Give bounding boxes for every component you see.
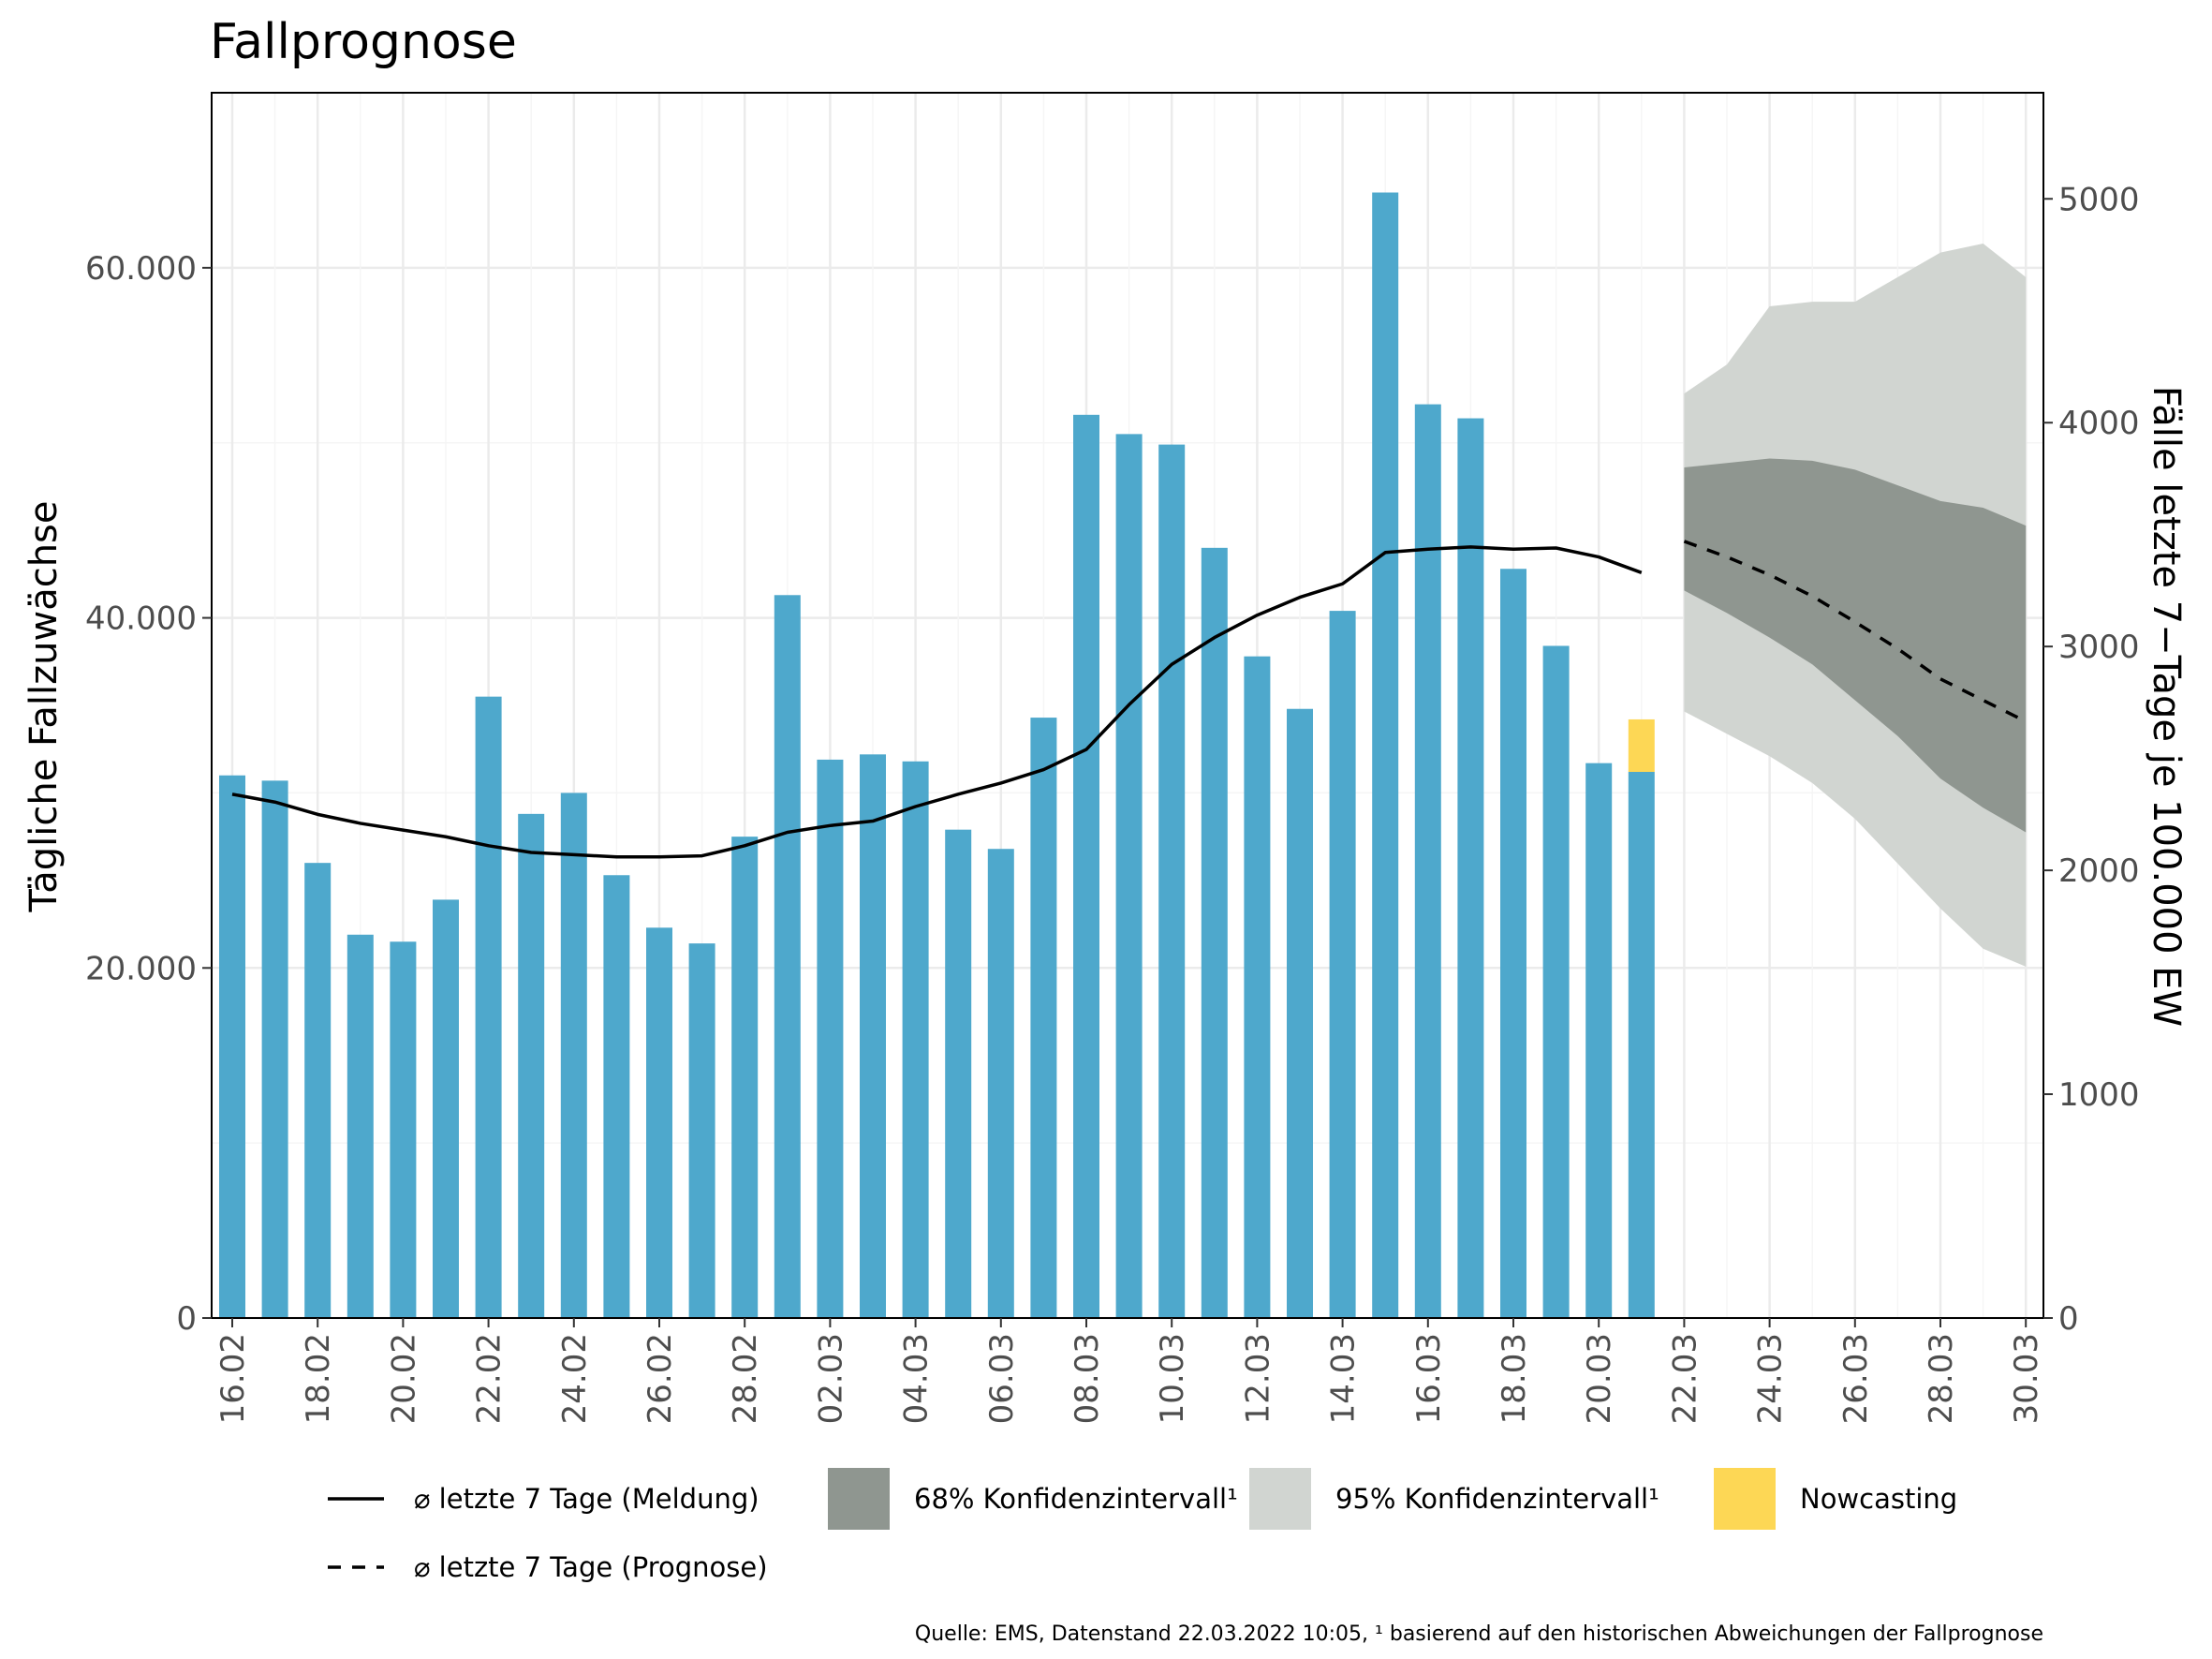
left-y-axis: 0 20.000 40.000 60.000 bbox=[85, 250, 212, 1338]
x-tick-label: 30.03 bbox=[2008, 1333, 2045, 1424]
left-tick-label: 0 bbox=[176, 1300, 197, 1338]
bar-18.02 bbox=[304, 863, 332, 1318]
legend-key-swatch bbox=[1714, 1468, 1776, 1530]
bar-13.03 bbox=[1287, 708, 1313, 1318]
x-tick-label: 18.02 bbox=[300, 1333, 337, 1424]
x-tick-label: 28.03 bbox=[1923, 1333, 1960, 1424]
legend-key-swatch bbox=[1249, 1468, 1311, 1530]
x-tick-label: 22.02 bbox=[471, 1333, 509, 1424]
bar-26.02 bbox=[646, 927, 672, 1318]
legend-label: Nowcasting bbox=[1800, 1483, 1957, 1515]
bar-08.03 bbox=[1073, 414, 1099, 1318]
legend-key-swatch bbox=[828, 1468, 890, 1530]
x-tick-label: 04.03 bbox=[898, 1333, 936, 1424]
x-tick-label: 28.02 bbox=[727, 1333, 764, 1424]
legend-item-2: 95% Konfidenzintervall¹ bbox=[1249, 1468, 1659, 1530]
x-tick-label: 20.03 bbox=[1581, 1333, 1618, 1424]
legend-label: ⌀ letzte 7 Tage (Prognose) bbox=[414, 1551, 768, 1583]
bar-16.02 bbox=[219, 775, 245, 1318]
bar-05.03 bbox=[945, 829, 972, 1318]
legend-item-4: ⌀ letzte 7 Tage (Prognose) bbox=[328, 1551, 768, 1583]
legend-label: ⌀ letzte 7 Tage (Meldung) bbox=[414, 1483, 759, 1515]
x-tick-label: 12.03 bbox=[1239, 1333, 1276, 1424]
bar-23.02 bbox=[518, 813, 545, 1318]
left-axis-title: Tägliche Fallzuwächse bbox=[22, 500, 66, 912]
legend-label: 68% Konfidenzintervall¹ bbox=[914, 1483, 1238, 1515]
x-tick-label: 26.03 bbox=[1837, 1333, 1875, 1424]
bar-15.03 bbox=[1372, 192, 1399, 1319]
bar-27.02 bbox=[688, 943, 715, 1318]
legend-item-3: Nowcasting bbox=[1714, 1468, 1957, 1530]
bar-01.03 bbox=[774, 595, 801, 1318]
bars-layer bbox=[219, 192, 1655, 1319]
lines-layer bbox=[231, 540, 2027, 859]
bar-21.03 bbox=[1628, 772, 1655, 1318]
bar-18.03 bbox=[1500, 569, 1526, 1318]
bar-09.03 bbox=[1115, 434, 1143, 1318]
right-tick-label: 3000 bbox=[2058, 629, 2140, 666]
x-tick-label: 10.03 bbox=[1154, 1333, 1191, 1424]
source-caption: Quelle: EMS, Datenstand 22.03.2022 10:05… bbox=[915, 1622, 2043, 1646]
x-tick-label: 08.03 bbox=[1069, 1333, 1106, 1424]
bar-14.03 bbox=[1329, 611, 1356, 1318]
bar-25.02 bbox=[603, 875, 630, 1318]
right-tick-label: 2000 bbox=[2058, 852, 2140, 890]
x-tick-label: 24.03 bbox=[1752, 1333, 1790, 1424]
bar-28.02 bbox=[731, 837, 759, 1318]
x-tick-label: 16.02 bbox=[214, 1333, 252, 1424]
right-tick-label: 0 bbox=[2058, 1300, 2079, 1338]
bar-10.03 bbox=[1158, 444, 1186, 1318]
x-tick-label: 24.02 bbox=[556, 1333, 594, 1424]
avg-line-reported bbox=[231, 545, 1643, 859]
right-tick-label: 4000 bbox=[2058, 405, 2140, 442]
legend: ⌀ letzte 7 Tage (Meldung) 68% Konfidenzin… bbox=[328, 1468, 1957, 1583]
right-tick-label: 5000 bbox=[2058, 181, 2140, 218]
x-tick-label: 20.02 bbox=[385, 1333, 422, 1424]
bar-20.02 bbox=[390, 941, 417, 1318]
bar-24.02 bbox=[560, 792, 587, 1318]
bar-04.03 bbox=[902, 761, 929, 1318]
right-y-axis: 0 1000 2000 3000 4000 5000 bbox=[2043, 181, 2140, 1338]
x-tick-label: 26.02 bbox=[641, 1333, 679, 1424]
left-tick-label: 60.000 bbox=[85, 250, 197, 288]
bar-02.03 bbox=[817, 759, 844, 1318]
left-tick-label: 40.000 bbox=[85, 600, 197, 638]
bar-11.03 bbox=[1201, 547, 1228, 1318]
x-tick-label: 06.03 bbox=[983, 1333, 1021, 1424]
right-tick-label: 1000 bbox=[2058, 1076, 2140, 1114]
bar-03.03 bbox=[860, 754, 886, 1318]
bar-19.03 bbox=[1542, 645, 1570, 1318]
x-tick-label: 22.03 bbox=[1666, 1333, 1703, 1424]
legend-label: 95% Konfidenzintervall¹ bbox=[1335, 1483, 1659, 1515]
bar-21.02 bbox=[433, 899, 459, 1318]
ci68-band bbox=[1684, 458, 2027, 833]
bar-20.03 bbox=[1585, 763, 1613, 1318]
bar-12.03 bbox=[1244, 656, 1271, 1318]
avg-line-forecast bbox=[1683, 540, 2027, 723]
plot-panel-border bbox=[211, 92, 2044, 1319]
legend-item-0: ⌀ letzte 7 Tage (Meldung) bbox=[328, 1483, 759, 1515]
x-tick-label: 14.03 bbox=[1325, 1333, 1363, 1424]
bar-17.03 bbox=[1457, 418, 1484, 1318]
x-tick-label: 18.03 bbox=[1496, 1333, 1533, 1424]
chart-title: Fallprognose bbox=[210, 14, 517, 70]
x-tick-label: 16.03 bbox=[1410, 1333, 1448, 1424]
x-axis: 16.02 18.02 20.02 22.02 24.02 26.02 28.02 02.03… bbox=[214, 1318, 2045, 1424]
bar-06.03 bbox=[987, 849, 1014, 1318]
left-tick-label: 20.000 bbox=[85, 950, 197, 987]
bar-16.03 bbox=[1414, 404, 1441, 1318]
bar-07.03 bbox=[1030, 718, 1057, 1318]
bar-17.02 bbox=[261, 780, 288, 1318]
bar-22.02 bbox=[475, 696, 502, 1318]
x-tick-label: 02.03 bbox=[812, 1333, 849, 1424]
ci68-band-layer bbox=[1684, 458, 2027, 833]
nowcasting-bar-21.03 bbox=[1628, 718, 1655, 773]
bar-19.02 bbox=[347, 934, 374, 1318]
legend-item-1: 68% Konfidenzintervall¹ bbox=[828, 1468, 1238, 1530]
right-axis-title: Fälle letzte 7−Tage je 100.000 EW bbox=[2145, 386, 2188, 1027]
